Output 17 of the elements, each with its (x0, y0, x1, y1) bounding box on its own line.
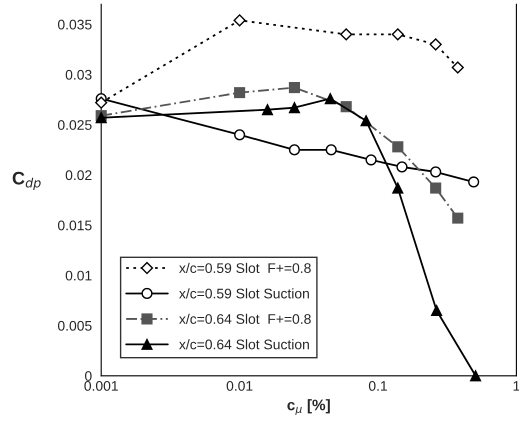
x-tick-label: 0.01 (226, 380, 252, 391)
y-tick-label: 0.015 (58, 220, 92, 230)
x-axis-title: c$_{μ}$ [%] (287, 399, 330, 415)
legend-label: x/c=0.64 Slot Suction (179, 339, 309, 350)
y-tick-label: 0 (84, 371, 92, 381)
y-tick-label: 0.005 (58, 320, 92, 331)
y-tick-label: 0.01 (66, 270, 92, 281)
y-axis-title: C$_{dp}$ (12, 172, 41, 190)
y-tick-label: 0.03 (66, 70, 92, 80)
legend-label: x/c=0.59 Slot Suction (179, 288, 309, 298)
legend-label: x/c=0.59 Slot F+=0.8 (179, 262, 311, 274)
x-tick-label: 0.001 (84, 380, 118, 391)
legend-label: x/c=0.64 Slot F+=0.8 (179, 314, 311, 324)
y-tick-label: 0.025 (58, 120, 92, 130)
y-tick-label: 0.02 (66, 170, 92, 180)
x-tick-label: 0.1 (368, 380, 387, 391)
y-tick-label: 0.035 (58, 20, 92, 30)
